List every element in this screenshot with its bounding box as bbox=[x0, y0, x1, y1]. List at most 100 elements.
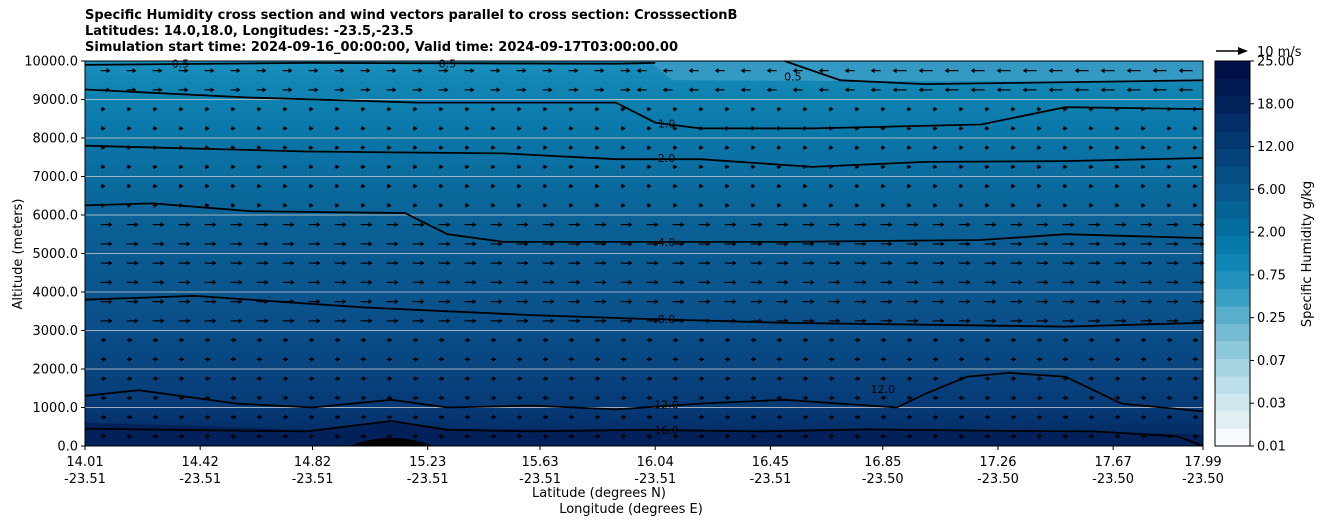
wind-vector-head bbox=[622, 414, 627, 420]
wind-vector-head bbox=[1193, 183, 1198, 189]
contour-line bbox=[84, 420, 1204, 447]
wind-vector-head bbox=[996, 68, 1001, 74]
wind-vector-head bbox=[803, 106, 808, 112]
wind-vector-head bbox=[940, 241, 945, 247]
wind-vector-head bbox=[1044, 260, 1049, 266]
wind-vector-head bbox=[309, 106, 314, 112]
wind-vector-head bbox=[654, 299, 659, 305]
wind-vector-head bbox=[1194, 356, 1199, 362]
wind-vector-head bbox=[264, 279, 269, 285]
wind-vector-head bbox=[232, 433, 237, 439]
wind-vector-head bbox=[960, 414, 965, 420]
wind-vector-head bbox=[366, 87, 371, 93]
wind-vector-head bbox=[340, 87, 345, 93]
wind-vector-head bbox=[600, 87, 605, 93]
colorbar-segment bbox=[1215, 183, 1250, 202]
wind-vector-head bbox=[1063, 125, 1068, 131]
wind-vector-head bbox=[134, 318, 139, 324]
wind-vector-head bbox=[258, 356, 263, 362]
wind-vector-head bbox=[258, 433, 263, 439]
wind-vector-head bbox=[751, 202, 756, 208]
wind-vector-head bbox=[210, 87, 215, 93]
wind-vector-head bbox=[283, 164, 288, 170]
wind-vector-head bbox=[128, 395, 133, 401]
wind-vector-head bbox=[1142, 414, 1147, 420]
wind-vector-head bbox=[413, 125, 418, 131]
wind-vector-head bbox=[1074, 68, 1079, 74]
wind-vector-head bbox=[232, 376, 237, 382]
wind-vector-head bbox=[362, 414, 367, 420]
wind-vector-head bbox=[544, 337, 549, 343]
wind-vector-head bbox=[1038, 395, 1043, 401]
wind-vector-head bbox=[626, 87, 631, 93]
wind-vector-head bbox=[1038, 376, 1043, 382]
wind-vector-head bbox=[855, 183, 860, 189]
wind-vector-head bbox=[206, 337, 211, 343]
wind-vector-head bbox=[725, 202, 730, 208]
wind-vector-head bbox=[726, 395, 731, 401]
colorbar-segment bbox=[1215, 288, 1250, 307]
wind-vector-head bbox=[1168, 395, 1173, 401]
wind-vector-head bbox=[368, 299, 373, 305]
x-tick-label-lon: -23.50 bbox=[1092, 472, 1134, 487]
wind-vector-head bbox=[673, 183, 678, 189]
wind-vector-head bbox=[881, 202, 886, 208]
wind-vector-head bbox=[470, 87, 475, 93]
axes: 0.0 1000.0 2000.0 3000.0 4000.0 5000.0 6000.0 7… bbox=[24, 55, 1224, 488]
wind-vector-head bbox=[465, 106, 470, 112]
wind-vector-head bbox=[1167, 164, 1172, 170]
wind-vector-head bbox=[543, 145, 548, 151]
wind-vector-head bbox=[818, 87, 823, 93]
wind-vector-head bbox=[680, 299, 685, 305]
wind-vector-head bbox=[472, 260, 477, 266]
wind-vector-head bbox=[621, 183, 626, 189]
wind-vector-head bbox=[673, 202, 678, 208]
wind-vector-head bbox=[777, 183, 782, 189]
wind-vector-head bbox=[804, 337, 809, 343]
wind-vector-head bbox=[232, 414, 237, 420]
wind-vector-head bbox=[1141, 164, 1146, 170]
wind-vector-head bbox=[1096, 260, 1101, 266]
contour-label: 0.5 bbox=[172, 58, 190, 71]
wind-vector-head bbox=[934, 356, 939, 362]
wind-vector-head bbox=[1148, 241, 1153, 247]
wind-vector-head bbox=[882, 395, 887, 401]
wind-vector-head bbox=[446, 279, 451, 285]
wind-vector-head bbox=[836, 260, 841, 266]
x-tick-label-lon: -23.51 bbox=[634, 472, 676, 487]
wind-vector-head bbox=[108, 241, 113, 247]
wind-vector-head bbox=[290, 279, 295, 285]
wind-vector-head bbox=[680, 222, 685, 228]
wind-vector-head bbox=[1115, 164, 1120, 170]
wind-vector-head bbox=[881, 164, 886, 170]
wind-vector-head bbox=[892, 87, 897, 93]
wind-vector-head bbox=[784, 222, 789, 228]
wind-vector-head bbox=[804, 414, 809, 420]
moist-surface-band bbox=[85, 420, 1203, 446]
wind-vector-head bbox=[940, 299, 945, 305]
wind-vector-head bbox=[888, 318, 893, 324]
wind-vector-head bbox=[154, 433, 159, 439]
x-tick-label-lon: -23.50 bbox=[977, 472, 1019, 487]
wind-vector-head bbox=[212, 279, 217, 285]
wind-vector-head bbox=[440, 395, 445, 401]
wind-vector-head bbox=[986, 337, 991, 343]
wind-vector-head bbox=[336, 395, 341, 401]
colorbar-segment bbox=[1215, 148, 1250, 167]
wind-vector-head bbox=[907, 164, 912, 170]
wind-vector-head bbox=[134, 299, 139, 305]
wind-vector-head bbox=[960, 356, 965, 362]
wind-vector-head bbox=[1018, 222, 1023, 228]
wind-vector-head bbox=[934, 433, 939, 439]
wind-vector-head bbox=[985, 145, 990, 151]
wind-vector-head bbox=[205, 164, 210, 170]
colorbar-tick-label: 18.00 bbox=[1257, 97, 1294, 112]
wind-vector-head bbox=[829, 202, 834, 208]
wind-vector-head bbox=[439, 145, 444, 151]
wind-vector-head bbox=[284, 433, 289, 439]
wind-vector-head bbox=[1038, 433, 1043, 439]
wind-vector-head bbox=[940, 222, 945, 228]
wind-vector-head bbox=[466, 433, 471, 439]
contour-line bbox=[784, 60, 1204, 86]
wind-vector-head bbox=[258, 337, 263, 343]
